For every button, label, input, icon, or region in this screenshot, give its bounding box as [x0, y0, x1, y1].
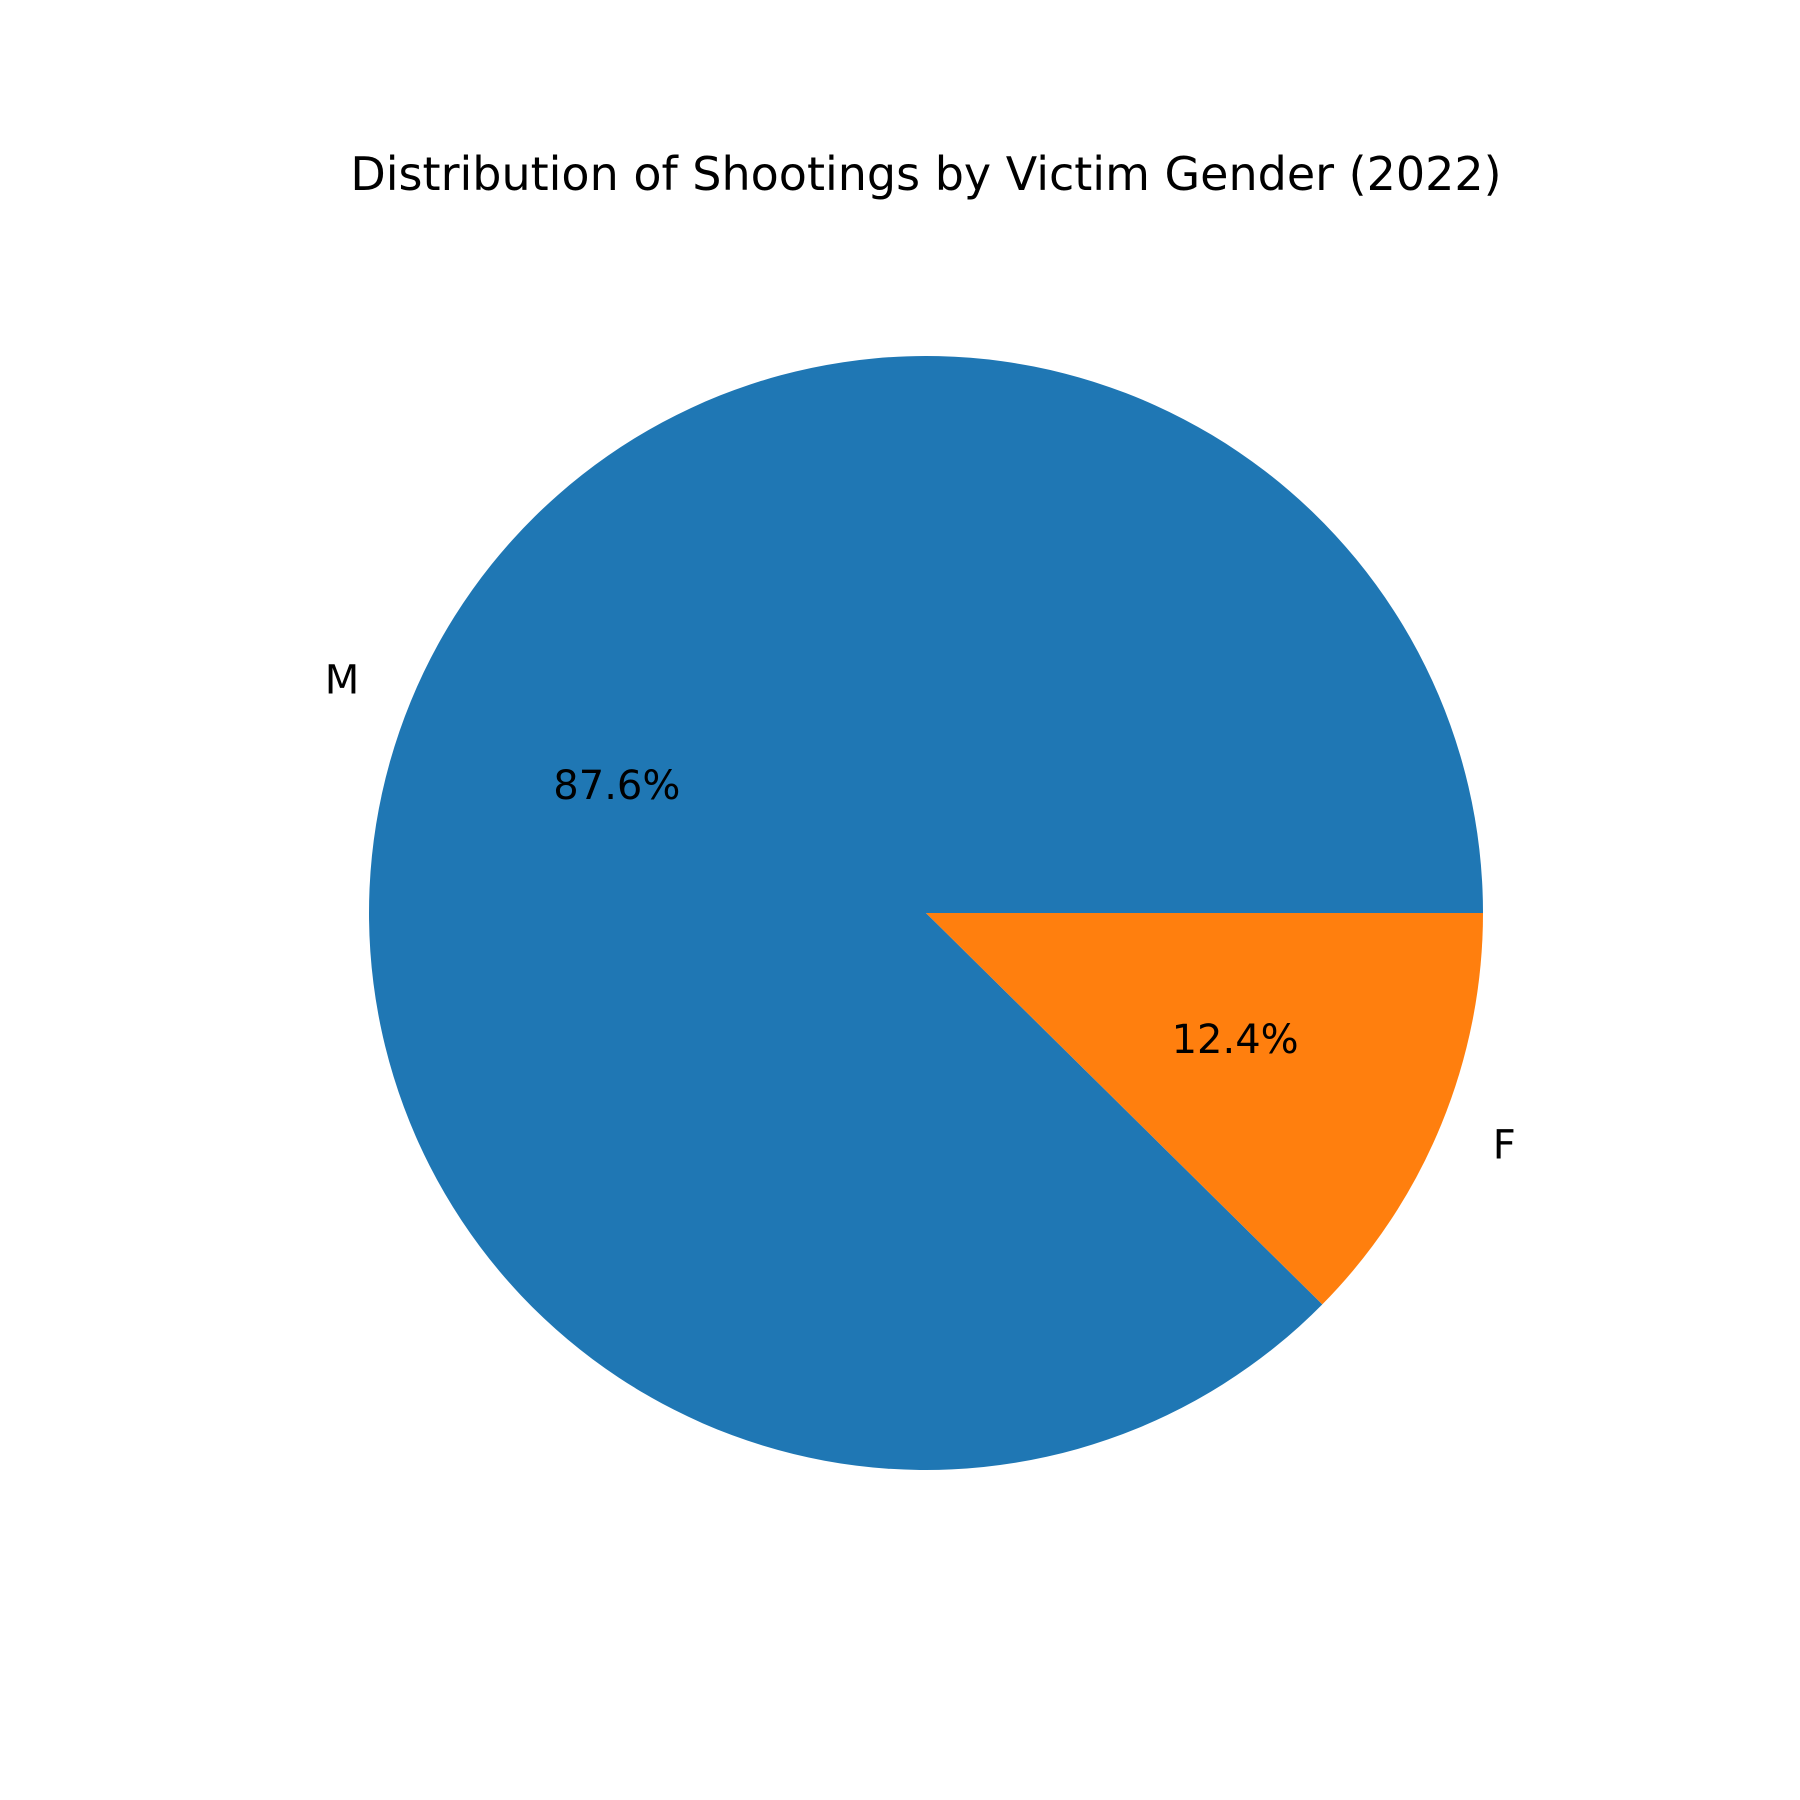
- slice-label-f: F: [1493, 1123, 1516, 1169]
- pie-labels: M 87.6% F 12.4%: [325, 657, 1516, 1168]
- chart-title: Distribution of Shootings by Victim Gend…: [350, 147, 1501, 201]
- pie-slices: [369, 355, 1484, 1470]
- pie-slice-f: [926, 913, 1483, 1305]
- slice-percent-label-m: 87.6%: [553, 763, 680, 809]
- pie-slice-m: [369, 355, 1484, 1470]
- slice-percent-label-f: 12.4%: [1172, 1017, 1299, 1063]
- slice-label-m: M: [325, 657, 360, 703]
